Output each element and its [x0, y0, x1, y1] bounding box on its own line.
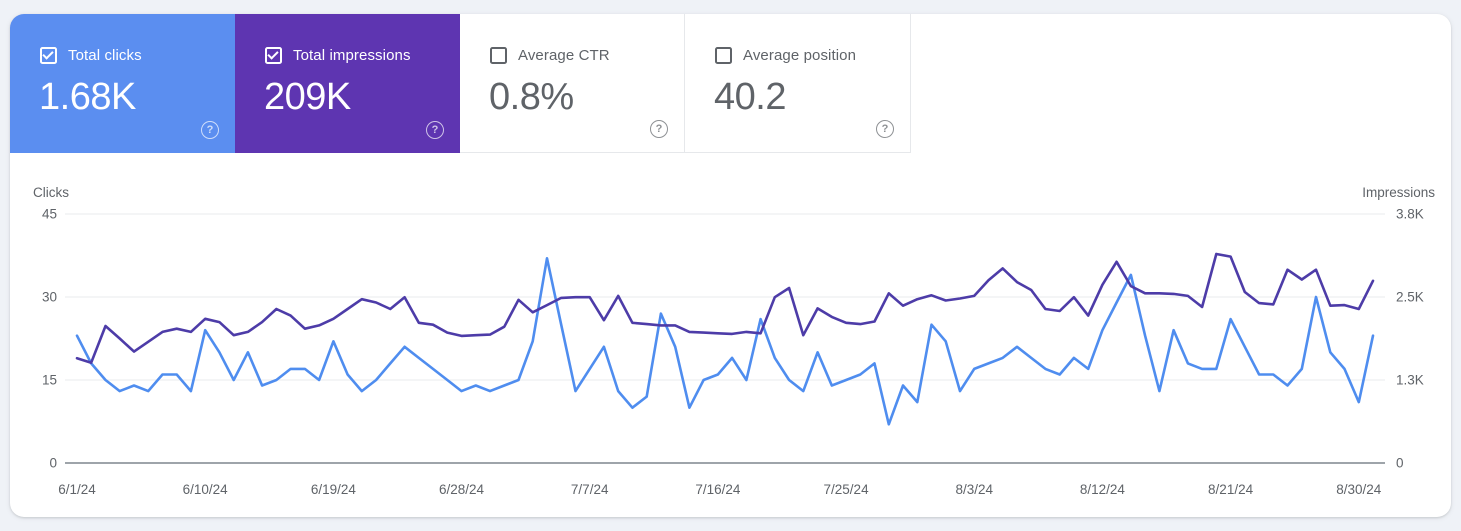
metric-cards-row: Total clicks 1.68K ? Total impressions 2…: [10, 14, 911, 153]
metric-card-total-impressions[interactable]: Total impressions 209K ?: [235, 14, 460, 153]
performance-panel: Total clicks 1.68K ? Total impressions 2…: [10, 14, 1451, 517]
x-axis-tick-label: 6/10/24: [183, 482, 229, 497]
right-axis-tick-label: 2.5K: [1396, 290, 1424, 305]
right-axis-tick-label: 0: [1396, 456, 1404, 471]
right-axis-tick-label: 3.8K: [1396, 207, 1424, 222]
metric-card-average-ctr[interactable]: Average CTR 0.8% ?: [460, 14, 685, 153]
metric-label: Total impressions: [293, 47, 411, 64]
x-axis-tick-label: 6/28/24: [439, 482, 485, 497]
x-axis-tick-label: 7/7/24: [571, 482, 609, 497]
x-axis-tick-label: 7/25/24: [824, 482, 870, 497]
metric-value: 40.2: [714, 76, 786, 118]
metric-card-total-clicks[interactable]: Total clicks 1.68K ?: [10, 14, 235, 153]
metric-value: 209K: [264, 76, 351, 118]
metric-card-average-position[interactable]: Average position 40.2 ?: [685, 14, 911, 153]
left-axis-title: Clicks: [33, 185, 69, 200]
impressions-line: [75, 252, 1375, 365]
metric-label: Average CTR: [518, 47, 610, 64]
right-axis-title: Impressions: [1362, 185, 1435, 200]
help-icon[interactable]: ?: [201, 121, 219, 139]
total-clicks-checkbox[interactable]: [40, 47, 57, 64]
x-axis-tick-label: 8/12/24: [1080, 482, 1126, 497]
x-axis-tick-label: 6/19/24: [311, 482, 357, 497]
metric-card-header: Average CTR: [490, 47, 610, 64]
left-axis-tick-label: 30: [42, 290, 57, 305]
x-axis-tick-label: 6/1/24: [58, 482, 96, 497]
x-axis-tick-label: 7/16/24: [695, 482, 741, 497]
left-axis-tick-label: 45: [42, 207, 57, 222]
metric-card-header: Total impressions: [265, 47, 411, 64]
x-axis-tick-label: 8/21/24: [1208, 482, 1254, 497]
left-axis-tick-label: 15: [42, 373, 57, 388]
clicks-line: [75, 257, 1375, 426]
metric-card-header: Average position: [715, 47, 856, 64]
right-axis-tick-label: 1.3K: [1396, 373, 1424, 388]
help-icon[interactable]: ?: [876, 120, 894, 138]
x-axis-tick-label: 8/30/24: [1336, 482, 1382, 497]
metric-label: Average position: [743, 47, 857, 64]
metric-card-header: Total clicks: [40, 47, 142, 64]
average-position-checkbox[interactable]: [715, 47, 732, 64]
metric-label: Total clicks: [68, 47, 142, 64]
metric-value: 0.8%: [489, 76, 574, 118]
left-axis-tick-label: 0: [49, 456, 57, 471]
metric-value: 1.68K: [39, 76, 136, 118]
help-icon[interactable]: ?: [650, 120, 668, 138]
help-icon[interactable]: ?: [426, 121, 444, 139]
performance-chart: 0 0 15 1.3K 30 2.5K 45 3.8K 6/1/24 6/10/24 6/19/24…: [42, 207, 1424, 498]
x-axis-tick-label: 8/3/24: [955, 482, 993, 497]
total-impressions-checkbox[interactable]: [265, 47, 282, 64]
performance-chart-area: Clicks Impressions 0 0 15 1.3K 30 2.5K 45 3.8K 6…: [10, 14, 1451, 517]
average-ctr-checkbox[interactable]: [490, 47, 507, 64]
